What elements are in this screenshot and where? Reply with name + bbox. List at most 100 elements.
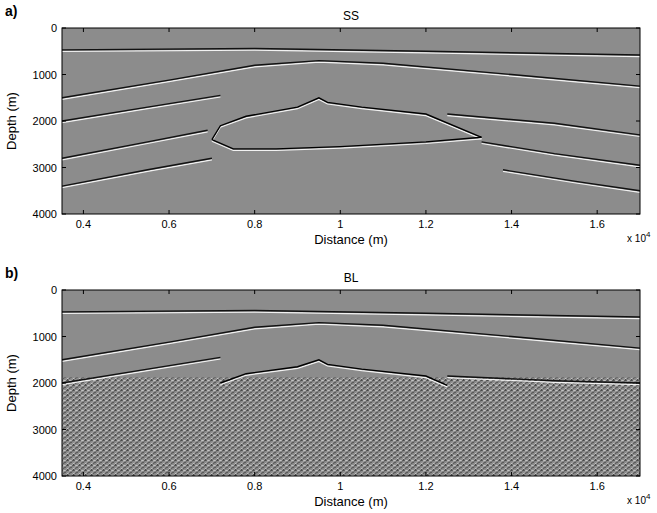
multiplier-exponent: 4 (646, 230, 651, 239)
y-tick (62, 121, 66, 122)
y-tick (62, 28, 66, 29)
y-tick (636, 121, 640, 122)
y-axis-title: Depth (m) (4, 92, 19, 150)
y-tick (62, 429, 66, 430)
y-tick (636, 167, 640, 168)
y-tick (62, 167, 66, 168)
plot-background (62, 28, 640, 214)
panel: 0.40.60.811.21.41.601000200030004000SSa)… (4, 3, 651, 247)
reflector-halo (62, 97, 220, 123)
y-tick (62, 476, 66, 477)
x-tick (340, 290, 341, 294)
x-tick (254, 28, 255, 32)
reflector (62, 61, 640, 98)
reflector (447, 376, 640, 383)
y-tick (62, 74, 66, 75)
reflector (62, 95, 220, 121)
y-axis-title: Depth (m) (4, 354, 19, 412)
x-tick-label: 1 (337, 480, 343, 492)
y-tick-label: 4000 (33, 208, 57, 220)
x-tick (511, 472, 512, 476)
panel-letter: b) (5, 265, 18, 281)
y-tick-label: 1000 (33, 331, 57, 343)
reflector (62, 357, 220, 383)
x-tick (169, 210, 170, 214)
x-tick-label: 0.8 (247, 480, 262, 492)
reflector (212, 98, 482, 149)
x-tick (254, 290, 255, 294)
x-tick-label: 0.6 (161, 480, 176, 492)
panel: 0.40.60.811.21.41.601000200030004000BLb)… (4, 265, 651, 509)
x-axis-title: Distance (m) (314, 232, 388, 247)
plot-frame (62, 28, 640, 214)
panel-title: BL (344, 271, 359, 285)
reflector (62, 323, 640, 360)
x-tick (511, 210, 512, 214)
y-tick (636, 476, 640, 477)
y-tick (62, 214, 66, 215)
x-tick-label: 1.4 (504, 480, 519, 492)
reflector (220, 360, 447, 386)
x-tick (83, 472, 84, 476)
y-tick-label: 1000 (33, 69, 57, 81)
reflector (447, 114, 640, 135)
y-tick-label: 4000 (33, 470, 57, 482)
x-tick (511, 28, 512, 32)
y-tick (636, 429, 640, 430)
x-tick-label: 0.4 (76, 480, 91, 492)
y-tick (636, 28, 640, 29)
x-tick (511, 290, 512, 294)
reflector-halo (62, 132, 208, 160)
x-tick (425, 210, 426, 214)
reflector-halo (212, 99, 482, 150)
panel-title: SS (343, 9, 359, 23)
x-tick-label: 1 (337, 218, 343, 230)
y-tick-label: 3000 (33, 162, 57, 174)
plot-background (62, 290, 640, 476)
y-tick-label: 2000 (33, 377, 57, 389)
reflector-halo (447, 116, 640, 137)
x-tick (340, 472, 341, 476)
reflector (62, 130, 208, 158)
reflector (62, 49, 640, 56)
x-tick (169, 28, 170, 32)
y-tick-label: 3000 (33, 424, 57, 436)
x-tick-label: 1.4 (504, 218, 519, 230)
x-tick-label: 0.6 (161, 218, 176, 230)
x-tick (83, 210, 84, 214)
x-tick (597, 290, 598, 294)
noise-texture (62, 377, 640, 476)
x-tick (83, 290, 84, 294)
reflector-halo (447, 378, 640, 385)
x-tick (425, 28, 426, 32)
x-tick (597, 210, 598, 214)
y-tick (62, 383, 66, 384)
x-tick-label: 0.4 (76, 218, 91, 230)
y-tick (636, 74, 640, 75)
panel-letter: a) (5, 3, 17, 19)
reflector-halo (503, 171, 640, 192)
x-tick-label: 1.6 (590, 480, 605, 492)
x-tick-label: 1.6 (590, 218, 605, 230)
x-tick-label: 0.8 (247, 218, 262, 230)
y-tick-label: 0 (51, 22, 57, 34)
multiplier-text: x 10 (627, 495, 646, 506)
axis-multiplier: x 104 (627, 230, 651, 244)
reflector-halo (62, 324, 640, 361)
x-tick (169, 472, 170, 476)
data-layer (62, 49, 640, 193)
reflector (503, 170, 640, 191)
x-tick-label: 1.2 (418, 218, 433, 230)
y-tick (62, 290, 66, 291)
x-tick (83, 28, 84, 32)
y-tick (636, 336, 640, 337)
y-tick (636, 290, 640, 291)
x-tick (340, 28, 341, 32)
axis-multiplier: x 104 (627, 492, 651, 506)
y-tick (636, 383, 640, 384)
y-tick (62, 336, 66, 337)
x-axis-title: Distance (m) (314, 494, 388, 509)
plot-frame (62, 290, 640, 476)
reflector (482, 142, 640, 165)
y-tick (636, 214, 640, 215)
